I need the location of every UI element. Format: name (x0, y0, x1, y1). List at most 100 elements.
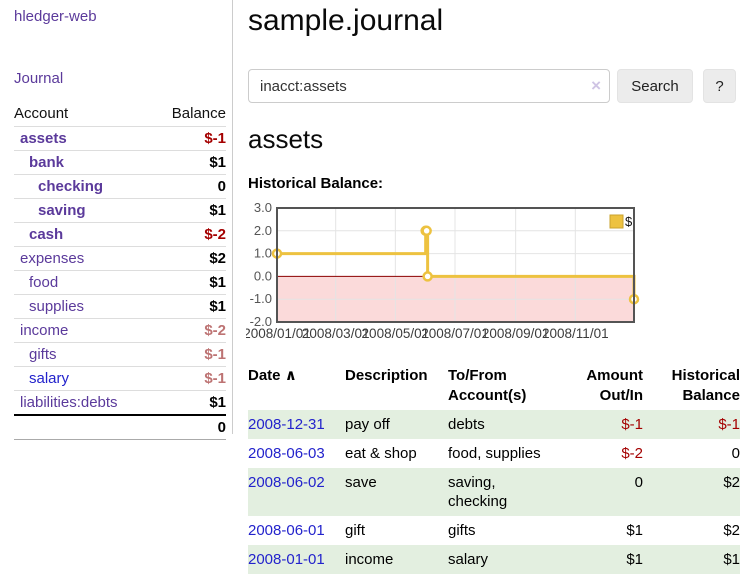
svg-text:2008/07/01: 2008/07/01 (421, 326, 489, 341)
accounts-header-balance: Balance (153, 102, 226, 127)
svg-text:2008/03/01: 2008/03/01 (302, 326, 370, 341)
accounts-tree-table: Account Balance assets $-1 bank $1 checking 0… (14, 102, 226, 440)
svg-text:0.0: 0.0 (254, 268, 272, 283)
transaction-description: income (345, 551, 394, 568)
transaction-description: eat & shop (345, 445, 417, 462)
accounts-total-value: 0 (153, 414, 226, 440)
sidebar-account-link[interactable]: salary (29, 370, 70, 387)
svg-text:2.0: 2.0 (254, 223, 272, 238)
sidebar-account-link[interactable]: bank (29, 154, 65, 171)
transaction-amount: $1 (626, 551, 643, 568)
svg-text:$: $ (625, 214, 633, 229)
account-row: assets $-1 (14, 126, 226, 151)
sidebar-account-link[interactable]: liabilities:debts (20, 394, 118, 411)
sidebar-item-journal[interactable]: Journal (14, 70, 64, 87)
register-row: 2008-12-31 pay off debts $-1 $-1 (248, 410, 740, 439)
transaction-accounts: gifts (448, 522, 476, 539)
account-balance: $-1 (153, 342, 226, 367)
transaction-balance: $1 (723, 551, 740, 568)
account-row: saving $1 (14, 198, 226, 223)
account-balance: $1 (153, 294, 226, 319)
transaction-date-link[interactable]: 2008-01-01 (248, 551, 325, 568)
svg-text:3.0: 3.0 (254, 202, 272, 215)
sidebar-account-link[interactable]: checking (38, 178, 104, 195)
transaction-description: pay off (345, 416, 390, 433)
register-table: Date ∧ Description To/From Account(s) Am… (248, 362, 740, 574)
transaction-accounts: salary (448, 551, 489, 568)
transaction-accounts: food, supplies (448, 445, 541, 462)
transaction-amount: $1 (626, 522, 643, 539)
account-row: checking 0 (14, 174, 226, 199)
historical-balance-chart: $3.0 2.0 1.0 0.0 -1.0 -2.0 2008/01/01 2008/03/0… (243, 200, 670, 350)
account-row: bank $1 (14, 150, 226, 175)
sidebar-account-link[interactable]: expenses (20, 250, 85, 267)
accounts-total-row: 0 (14, 414, 226, 440)
transaction-balance: $2 (723, 474, 740, 491)
svg-text:2008/05/01: 2008/05/01 (362, 326, 430, 341)
register-row: 2008-06-02 save saving, checking 0 $2 (248, 468, 740, 516)
transaction-balance: 0 (731, 445, 740, 462)
register-header-description: Description (345, 367, 428, 384)
sidebar-account-link[interactable]: gifts (29, 346, 57, 363)
account-row: liabilities:debts $1 (14, 390, 226, 416)
sort-ascending-icon: ∧ (284, 367, 297, 384)
account-page-title: assets (248, 124, 324, 154)
register-header-balance: Historical Balance (671, 367, 740, 404)
sidebar-account-link[interactable]: assets (20, 130, 67, 147)
register-header-date[interactable]: Date ∧ (248, 367, 297, 384)
register-header-amount: Amount Out/In (586, 367, 643, 404)
clear-search-icon[interactable]: × (591, 76, 601, 95)
account-row: supplies $1 (14, 294, 226, 319)
search-input[interactable] (248, 69, 610, 103)
transaction-balance: $2 (723, 522, 740, 539)
search-box: × (248, 69, 610, 103)
accounts-header-account: Account (14, 102, 154, 127)
account-balance: $1 (153, 198, 226, 223)
transaction-amount: 0 (634, 474, 643, 491)
register-row: 2008-01-01 income salary $1 $1 (248, 545, 740, 574)
account-row: salary $-1 (14, 366, 226, 391)
account-balance: 0 (153, 174, 226, 199)
account-balance: $-2 (153, 318, 226, 343)
account-balance: $1 (153, 390, 226, 416)
transaction-amount: $-1 (621, 416, 643, 433)
transaction-accounts: saving, checking (448, 474, 508, 510)
register-row: 2008-06-03 eat & shop food, supplies $-2 0 (248, 439, 740, 468)
transaction-date-link[interactable]: 2008-06-01 (248, 522, 325, 539)
account-balance: $1 (153, 270, 226, 295)
svg-text:-1.0: -1.0 (250, 291, 272, 306)
register-header-row: Date ∧ Description To/From Account(s) Am… (248, 362, 740, 410)
transaction-date-link[interactable]: 2008-06-03 (248, 445, 325, 462)
sidebar-account-link[interactable]: food (29, 274, 59, 291)
transaction-date-link[interactable]: 2008-12-31 (248, 416, 325, 433)
account-row: cash $-2 (14, 222, 226, 247)
svg-text:2008/01/01: 2008/01/01 (246, 326, 311, 341)
transaction-date-link[interactable]: 2008-06-02 (248, 474, 325, 491)
account-balance: $2 (153, 246, 226, 271)
svg-text:1.0: 1.0 (254, 246, 272, 261)
transaction-accounts: debts (448, 416, 485, 433)
sidebar-account-link[interactable]: cash (29, 226, 64, 243)
svg-text:2008/09/01: 2008/09/01 (482, 326, 550, 341)
account-balance: $1 (153, 150, 226, 175)
register-row: 2008-06-01 gift gifts $1 $2 (248, 516, 740, 545)
page-title: sample.journal (248, 4, 444, 37)
account-row: income $-2 (14, 318, 226, 343)
account-row: gifts $-1 (14, 342, 226, 367)
sidebar-divider (232, 0, 233, 434)
transaction-description: save (345, 474, 377, 491)
account-row: food $1 (14, 270, 226, 295)
account-balance: $-1 (153, 366, 226, 391)
sidebar-account-link[interactable]: income (20, 322, 69, 339)
search-button[interactable]: Search (617, 69, 693, 103)
sidebar-account-link[interactable]: supplies (29, 298, 85, 315)
account-balance: $-2 (153, 222, 226, 247)
svg-text:2008/11/01: 2008/11/01 (542, 326, 609, 341)
svg-text:-2.0: -2.0 (250, 314, 272, 329)
help-button[interactable]: ? (703, 69, 736, 103)
chart-label: Historical Balance: (248, 175, 384, 192)
chart-svg: $3.0 2.0 1.0 0.0 -1.0 -2.02008/01/012008/03/0… (243, 200, 640, 341)
sidebar-account-link[interactable]: saving (38, 202, 86, 219)
app-brand-link[interactable]: hledger-web (14, 8, 97, 25)
account-row: expenses $2 (14, 246, 226, 271)
